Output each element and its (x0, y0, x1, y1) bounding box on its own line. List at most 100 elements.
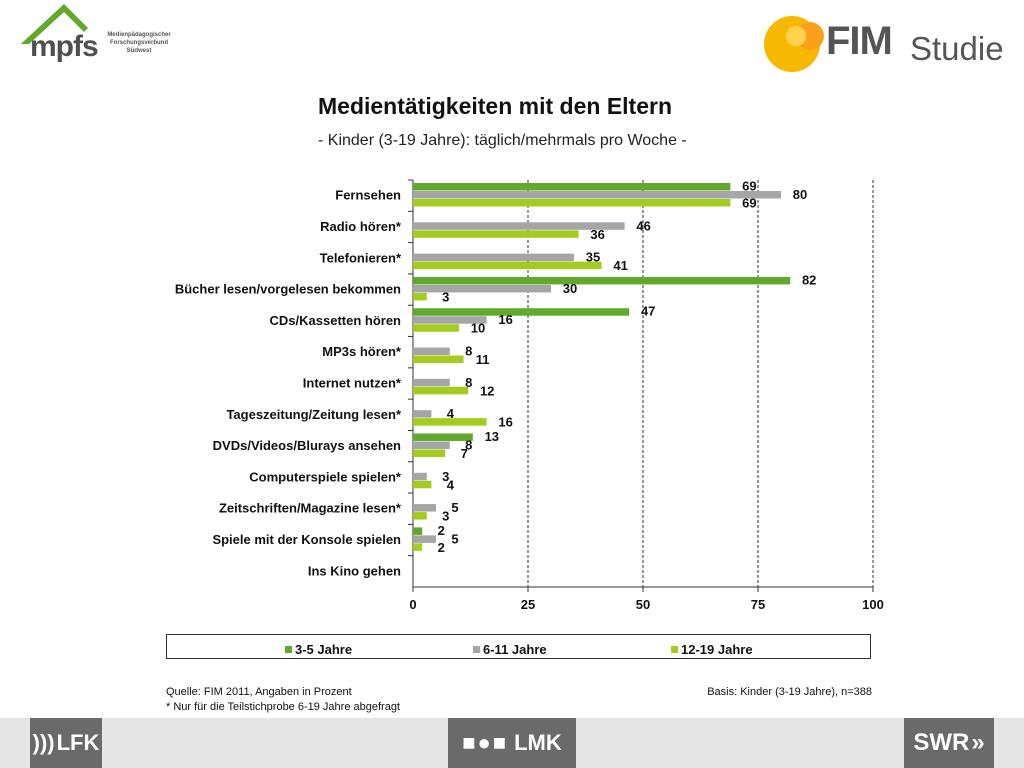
bar (413, 276, 791, 285)
data-label: 3 (442, 509, 449, 524)
category-label: CDs/Kassetten hören (270, 313, 402, 328)
data-label: 2 (438, 540, 445, 555)
legend-label-6-11: 6-11 Jahre (483, 642, 547, 657)
bar (413, 183, 731, 191)
legend-item-12-19: 12-19 Jahre (671, 642, 753, 657)
data-label: 2 (438, 523, 445, 538)
data-label: 7 (461, 446, 468, 461)
bar (413, 261, 602, 270)
bar (413, 535, 436, 543)
fim-word: FIM (826, 19, 893, 63)
category-label: Ins Kino gehen (308, 563, 401, 578)
data-label: 30 (563, 281, 577, 296)
data-label: 5 (451, 531, 458, 546)
mpfs-line-1: Medienpädagogischer (107, 32, 171, 38)
mpfs-line-3: Südwest (126, 48, 152, 54)
data-label: 13 (485, 429, 499, 444)
data-label: 69 (742, 196, 756, 211)
mpfs-logo: mpfs Medienpädagogischer Forschungsverbu… (8, 4, 198, 66)
x-tick-label-50: 50 (636, 597, 650, 612)
data-label: 82 (802, 272, 816, 287)
bar (413, 441, 450, 449)
x-tick-label-0: 0 (409, 597, 416, 612)
legend-swatch-3-5 (285, 646, 292, 653)
category-label: Telefonieren* (320, 250, 402, 265)
bar (413, 230, 579, 238)
x-tick-label-25: 25 (521, 597, 535, 612)
chart-subtitle: - Kinder (3-19 Jahre): täglich/mehrmals … (318, 132, 687, 149)
mpfs-roof-icon (20, 4, 88, 44)
bar (413, 292, 427, 301)
chart-legend: 3-5 Jahre 6-11 Jahre 12-19 Jahre (166, 634, 871, 659)
data-label: 16 (498, 415, 512, 430)
bar (413, 253, 574, 262)
category-label: MP3s hören* (322, 344, 402, 359)
category-label: Zeitschriften/Magazine lesen* (219, 501, 402, 516)
fim-studie-logo: FIM Studie (762, 10, 1012, 74)
bar (413, 410, 432, 418)
bar (413, 386, 469, 395)
swr-text: SWR (913, 729, 970, 756)
data-label: 10 (471, 321, 485, 336)
category-label: DVDs/Videos/Blurays ansehen (213, 438, 401, 453)
x-tick-label-75: 75 (751, 597, 765, 612)
bar (413, 543, 423, 551)
lfk-logo: ))) LFK (30, 718, 102, 768)
data-label: 8 (465, 375, 472, 390)
bar (413, 308, 630, 316)
bar (413, 324, 459, 332)
legend-label-3-5: 3-5 Jahre (295, 642, 353, 657)
subsample-note: * Nur für die Teilstichprobe 6-19 Jahre … (166, 701, 400, 713)
category-label: Spiele mit der Konsole spielen (212, 532, 401, 547)
bar (413, 504, 436, 512)
source-note: Quelle: FIM 2011, Angaben in Prozent (166, 686, 352, 698)
legend-item-6-11: 6-11 Jahre (473, 642, 547, 657)
category-label: Tageszeitung/Zeitung lesen* (226, 407, 402, 422)
bar (413, 316, 487, 324)
mpfs-subtitle: Medienpädagogischer Forschungsverbund Sü… (104, 31, 174, 55)
category-label: Bücher lesen/vorgelesen bekommen (175, 282, 401, 297)
legend-swatch-6-11 (473, 646, 480, 653)
lmk-logo: ■●■ LMK (448, 718, 576, 768)
bar (413, 449, 446, 457)
data-label: 8 (465, 344, 472, 359)
legend-swatch-12-19 (671, 646, 678, 653)
bar (413, 418, 487, 426)
data-label: 80 (793, 187, 807, 202)
mpfs-brand: mpfs (30, 30, 99, 63)
fim-circles-icon (764, 16, 824, 72)
bar (413, 512, 427, 520)
data-label: 47 (641, 304, 655, 319)
data-label: 4 (447, 406, 455, 421)
swr-chevrons-icon: » (971, 729, 985, 756)
data-label: 11 (476, 352, 490, 367)
bar (413, 199, 731, 207)
data-label: 12 (480, 383, 494, 398)
data-label: 41 (613, 258, 627, 273)
bar (413, 347, 450, 356)
category-label: Radio hören* (320, 219, 402, 234)
bar (413, 472, 427, 481)
chart-title: Medientätigkeiten mit den Eltern (318, 93, 672, 119)
basis-note: Basis: Kinder (3-19 Jahre), n=388 (707, 686, 872, 698)
bar (413, 222, 625, 230)
studie-word: Studie (910, 30, 1004, 67)
legend-item-3-5: 3-5 Jahre (285, 642, 352, 657)
data-label: 4 (447, 477, 455, 492)
lmk-shapes-icon: ■●■ (462, 730, 509, 755)
category-label: Fernsehen (335, 188, 401, 203)
data-label: 3 (442, 289, 449, 304)
mpfs-line-2: Forschungsverbund (109, 40, 168, 46)
lfk-text: LFK (56, 730, 100, 755)
category-label: Internet nutzen* (303, 376, 402, 391)
bar (413, 284, 551, 293)
data-label: 5 (451, 500, 458, 515)
data-label: 46 (636, 218, 650, 233)
bar (413, 378, 450, 387)
data-label: 3 (442, 469, 449, 484)
category-label: Computerspiele spielen* (249, 469, 402, 484)
swr-logo: SWR » (904, 718, 994, 768)
bar (413, 433, 473, 441)
bar (413, 355, 464, 364)
